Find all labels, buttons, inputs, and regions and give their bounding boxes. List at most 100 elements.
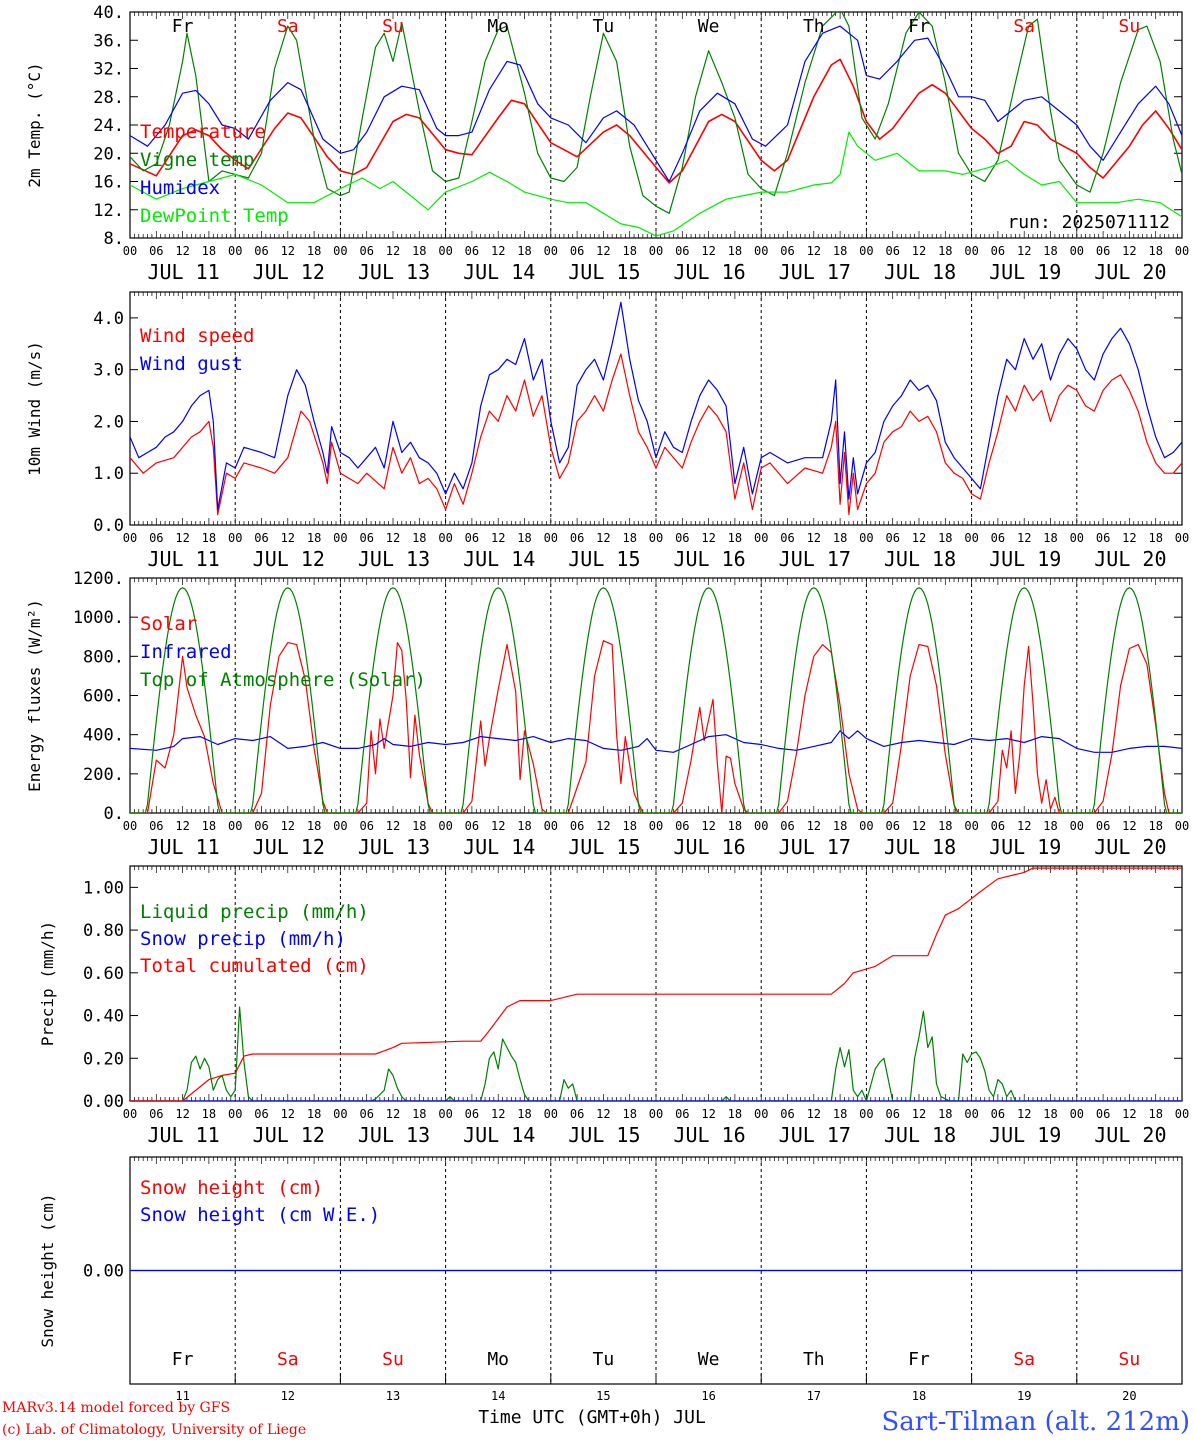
hour-label: 18 <box>307 244 321 258</box>
hour-label: 00 <box>964 1107 978 1121</box>
hour-label: 12 <box>912 1107 926 1121</box>
date-label: JUL 13 <box>358 547 430 571</box>
day-number-label: 13 <box>386 1389 400 1403</box>
hour-label: 12 <box>491 531 505 545</box>
hour-label: 00 <box>544 531 558 545</box>
date-label: JUL 20 <box>1094 835 1166 859</box>
hour-label: 12 <box>175 244 189 258</box>
hour-label: 06 <box>149 531 163 545</box>
hour-label: 18 <box>622 1107 636 1121</box>
weekday-label: Su <box>1119 16 1141 37</box>
hour-label: 06 <box>254 244 268 258</box>
hour-label: 12 <box>175 1107 189 1121</box>
hour-label: 06 <box>991 531 1005 545</box>
weekday-label: We <box>698 1349 720 1370</box>
hour-label: 06 <box>465 531 479 545</box>
hour-label: 12 <box>281 1107 295 1121</box>
legend-entry: Snow height (cm W.E.) <box>140 1204 380 1226</box>
hour-label: 00 <box>754 1107 768 1121</box>
hour-label: 18 <box>833 531 847 545</box>
legend-entry: Top of Atmosphere (Solar) <box>140 669 426 691</box>
run-label: run: 2025071112 <box>1007 212 1170 233</box>
date-label: JUL 15 <box>568 1123 640 1147</box>
hour-label: 06 <box>675 819 689 833</box>
hour-label: 00 <box>544 244 558 258</box>
hour-label: 00 <box>1175 531 1189 545</box>
hour-label: 12 <box>1017 1107 1031 1121</box>
weekday-label: Sa <box>277 16 299 37</box>
hour-label: 12 <box>491 1107 505 1121</box>
hour-label: 00 <box>438 1107 452 1121</box>
y-tick-label: 0. <box>104 804 124 824</box>
weekday-label: Su <box>1119 1349 1141 1370</box>
hour-label: 00 <box>859 819 873 833</box>
date-label: JUL 17 <box>779 547 851 571</box>
hour-label: 00 <box>859 1107 873 1121</box>
date-label: JUL 16 <box>673 260 745 284</box>
date-label: JUL 13 <box>358 1123 430 1147</box>
weekday-label: Sa <box>277 1349 299 1370</box>
hour-label: 06 <box>465 1107 479 1121</box>
weekday-label: Sa <box>1013 16 1035 37</box>
y-tick-label: 400. <box>83 726 124 746</box>
day-number-label: 14 <box>491 1389 505 1403</box>
hour-label: 18 <box>833 244 847 258</box>
hour-label: 06 <box>1096 1107 1110 1121</box>
date-label: JUL 19 <box>989 835 1061 859</box>
hour-label: 12 <box>596 244 610 258</box>
hour-label: 00 <box>649 244 663 258</box>
wind-speed-line <box>130 353 1182 516</box>
legend-entry: Snow precip (mm/h) <box>140 928 346 950</box>
date-label: JUL 15 <box>568 260 640 284</box>
hour-label: 18 <box>202 531 216 545</box>
hour-label: 06 <box>359 819 373 833</box>
date-label: JUL 20 <box>1094 547 1166 571</box>
hour-label: 18 <box>517 819 531 833</box>
hour-label: 00 <box>544 1107 558 1121</box>
hour-label: 18 <box>202 1107 216 1121</box>
hour-label: 12 <box>491 244 505 258</box>
date-label: JUL 18 <box>884 835 956 859</box>
hour-label: 18 <box>412 531 426 545</box>
weekday-label: Fr <box>908 16 930 37</box>
date-label: JUL 11 <box>147 835 219 859</box>
y-tick-label: 32. <box>93 60 124 80</box>
date-label: JUL 20 <box>1094 260 1166 284</box>
hour-label: 18 <box>1043 1107 1057 1121</box>
hour-label: 12 <box>1017 819 1031 833</box>
hour-label: 18 <box>938 819 952 833</box>
solar-line <box>130 640 1182 813</box>
hour-label: 18 <box>517 531 531 545</box>
weekday-label: Th <box>803 1349 825 1370</box>
hour-label: 12 <box>386 244 400 258</box>
hour-label: 18 <box>728 819 742 833</box>
hour-label: 06 <box>991 244 1005 258</box>
hour-label: 12 <box>1017 531 1031 545</box>
hour-label: 00 <box>1070 1107 1084 1121</box>
hour-label: 06 <box>465 819 479 833</box>
day-number-label: 20 <box>1122 1389 1136 1403</box>
hour-label: 18 <box>833 819 847 833</box>
hour-label: 18 <box>1148 244 1162 258</box>
date-label: JUL 11 <box>147 260 219 284</box>
hour-label: 12 <box>701 819 715 833</box>
hour-label: 18 <box>728 531 742 545</box>
hour-label: 06 <box>780 819 794 833</box>
day-number-label: 16 <box>701 1389 715 1403</box>
date-label: JUL 17 <box>779 260 851 284</box>
y-tick-label: 0.00 <box>83 1262 124 1282</box>
hour-label: 00 <box>333 244 347 258</box>
date-label: JUL 12 <box>253 260 325 284</box>
hour-label: 06 <box>254 1107 268 1121</box>
day-number-label: 18 <box>912 1389 926 1403</box>
hour-label: 06 <box>780 531 794 545</box>
temperature-panel: 8. 12. 16. 20. 24. 28. 32. 36. 40. 2m Temp. (°C) 0… <box>25 3 1189 284</box>
date-label: JUL 16 <box>673 1123 745 1147</box>
hour-label: 00 <box>649 819 663 833</box>
liquid-precip-mm-h-line <box>130 1006 1182 1101</box>
hour-label: 00 <box>754 531 768 545</box>
weekday-label: Mo <box>487 1349 509 1370</box>
weekday-label: Th <box>803 16 825 37</box>
weekday-label: We <box>698 16 720 37</box>
vigne-temp-line <box>130 12 1182 214</box>
